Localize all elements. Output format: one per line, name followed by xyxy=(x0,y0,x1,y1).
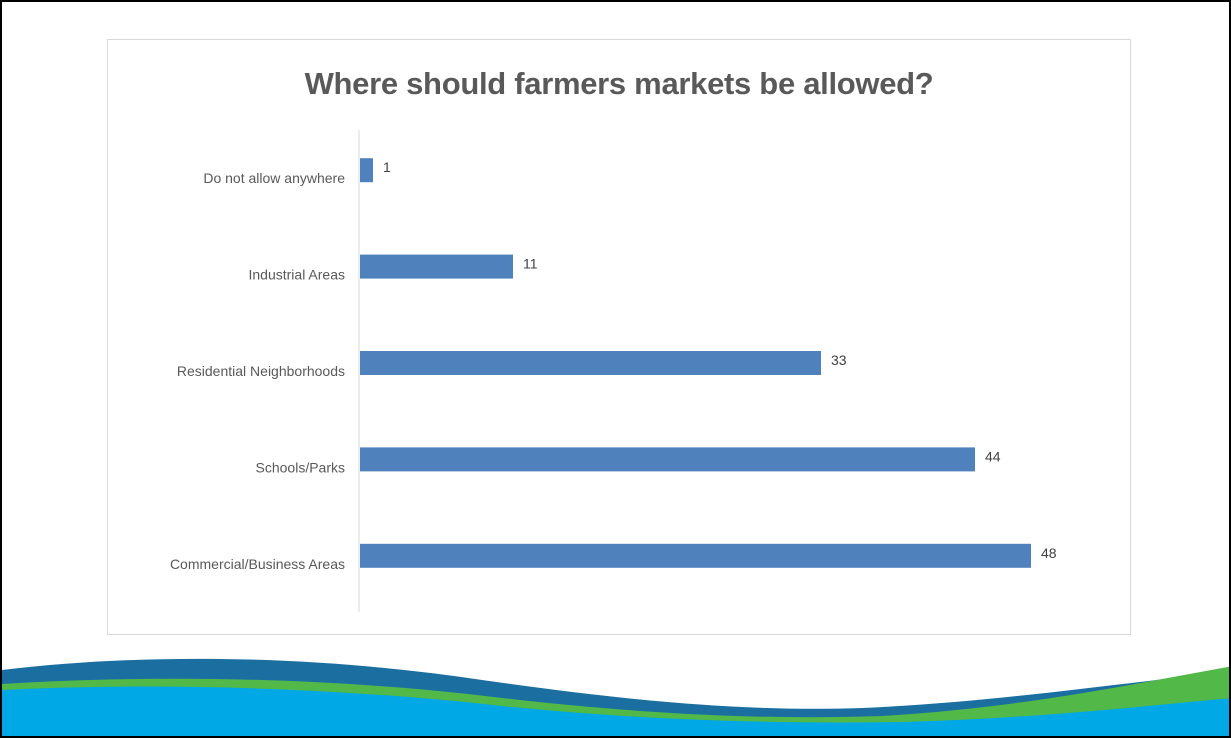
category-tick-label: Commercial/Business Areas xyxy=(170,556,345,572)
data-label: 1 xyxy=(383,159,391,175)
category-tick-label: Residential Neighborhoods xyxy=(177,363,345,379)
data-label: 11 xyxy=(523,256,538,272)
bar-chart: Do not allow anywhere 1 Industrial Areas 11… xyxy=(170,130,1057,612)
bar xyxy=(360,447,975,472)
category-tick-label: Industrial Areas xyxy=(249,267,346,283)
data-label: 44 xyxy=(985,448,1001,464)
data-label: 48 xyxy=(1041,545,1057,561)
bar xyxy=(360,158,373,183)
category-tick-label: Do not allow anywhere xyxy=(203,170,345,186)
chart-frame: Where should farmers markets be allowed?… xyxy=(107,39,1131,635)
bar xyxy=(360,351,821,375)
chart-title: Where should farmers markets be allowed? xyxy=(304,66,934,101)
data-label: 33 xyxy=(831,352,847,368)
decorative-wave xyxy=(2,658,1229,736)
bar xyxy=(360,543,1031,568)
bar xyxy=(360,254,513,279)
category-tick-label: Schools/Parks xyxy=(256,459,345,475)
wave-blue-band xyxy=(2,686,1229,736)
